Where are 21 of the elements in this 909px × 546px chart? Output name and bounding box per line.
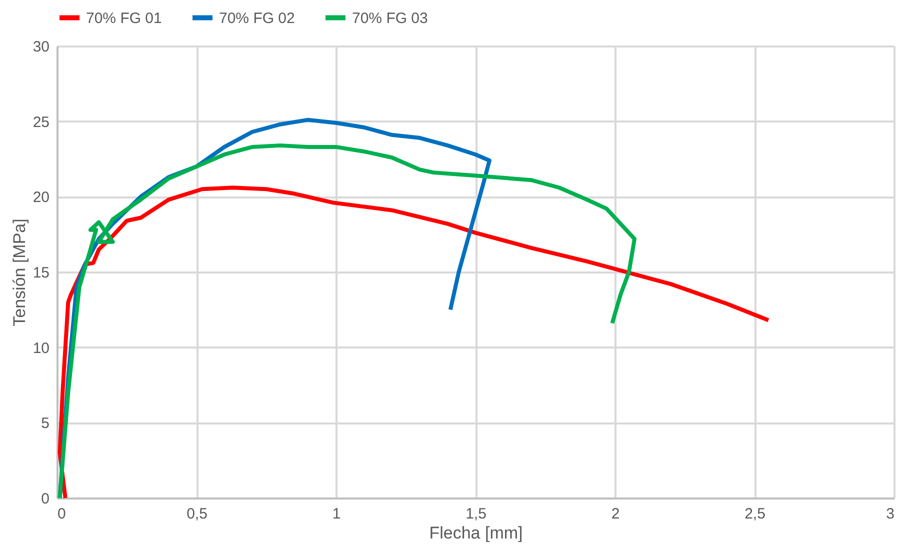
- x-axis-title: Flecha [mm]: [429, 524, 523, 542]
- x-tick-label: 2: [611, 506, 620, 522]
- y-tick-label: 0: [41, 490, 50, 508]
- x-tick-label: 3: [886, 506, 894, 522]
- y-tick-label: 15: [32, 264, 50, 282]
- line-series: [58, 186, 770, 500]
- y-axis-title: Tensión [MPa]: [10, 218, 29, 326]
- x-tick-label: 0,5: [186, 506, 208, 522]
- y-tick-label: 30: [32, 38, 50, 56]
- line-series: [58, 143, 637, 500]
- y-tick-label: 25: [32, 114, 50, 131]
- x-tick-label: 2,5: [744, 506, 766, 522]
- x-tick-label: 1,5: [466, 506, 486, 522]
- y-tick-label: 5: [41, 415, 50, 432]
- legend-label: 70% FG 03: [352, 10, 428, 27]
- y-tick-label: 20: [32, 189, 50, 206]
- legend-label: 70% FG 01: [86, 10, 162, 27]
- legend-label: 70% FG 02: [219, 10, 295, 27]
- y-tick-label: 10: [32, 340, 50, 357]
- x-tick-label: 0: [58, 506, 66, 522]
- x-tick-label: 1: [332, 506, 341, 522]
